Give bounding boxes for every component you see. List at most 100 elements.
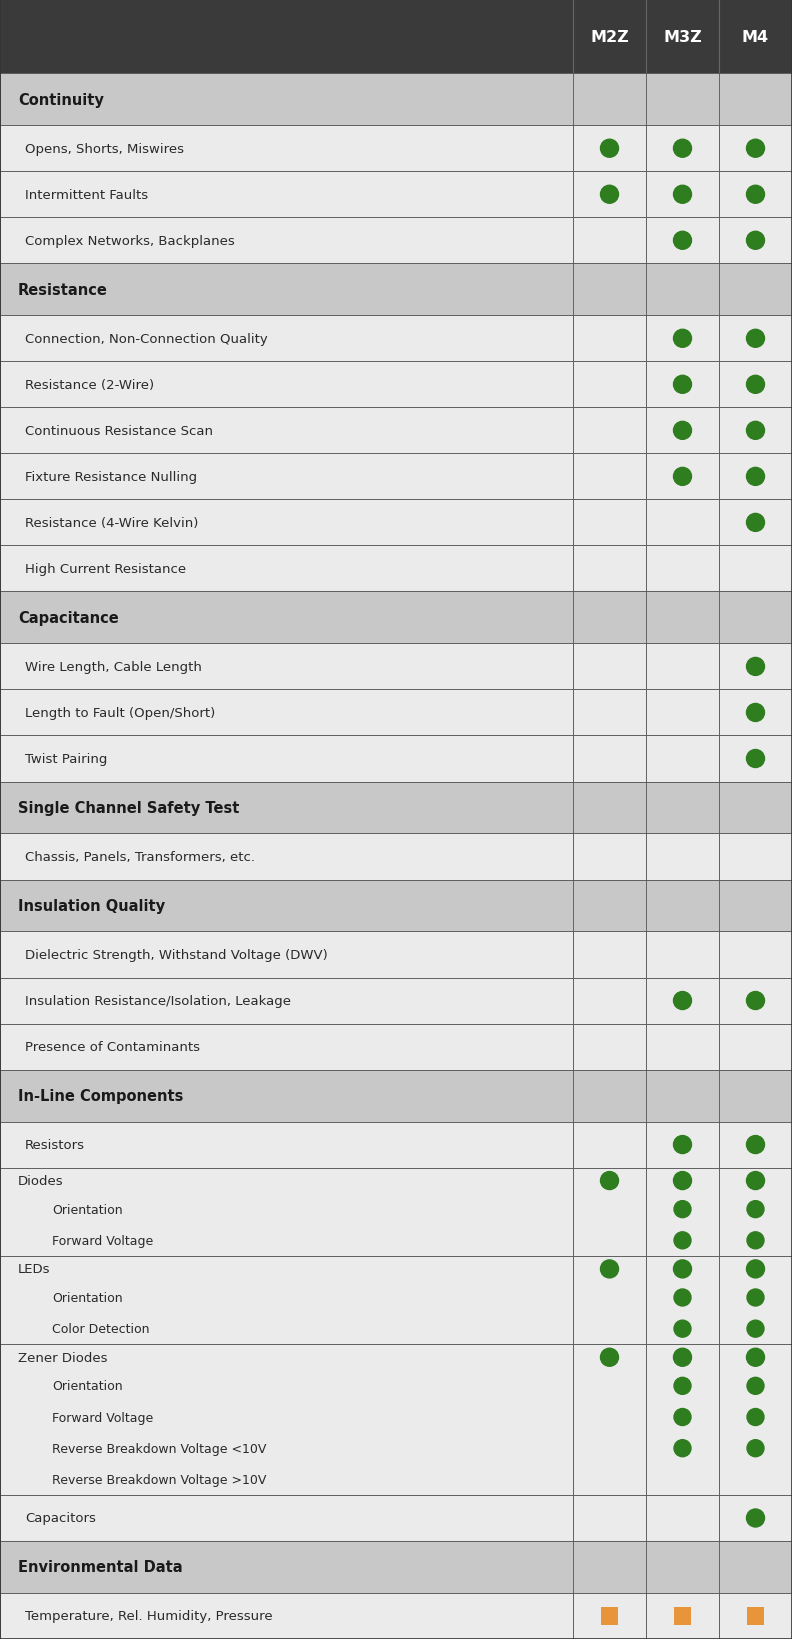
Bar <box>747 1608 764 1624</box>
Text: Wire Length, Cable Length: Wire Length, Cable Length <box>25 661 202 674</box>
Circle shape <box>747 1290 764 1306</box>
Bar <box>573 172 646 218</box>
Bar <box>573 1024 646 1070</box>
Circle shape <box>747 1377 764 1395</box>
Circle shape <box>673 1260 691 1278</box>
Bar <box>719 834 792 880</box>
Bar <box>646 1495 719 1541</box>
Bar <box>0 546 573 592</box>
Text: Opens, Shorts, Miswires: Opens, Shorts, Miswires <box>25 143 184 156</box>
Bar <box>719 1169 792 1255</box>
Bar <box>573 316 646 362</box>
Text: Orientation: Orientation <box>52 1203 123 1216</box>
Text: Environmental Data: Environmental Data <box>18 1560 183 1575</box>
Circle shape <box>674 1201 691 1218</box>
Circle shape <box>673 992 691 1010</box>
Text: Resistance: Resistance <box>18 282 108 298</box>
Text: Temperature, Rel. Humidity, Pressure: Temperature, Rel. Humidity, Pressure <box>25 1609 272 1623</box>
Bar <box>646 690 719 736</box>
Text: Continuity: Continuity <box>18 93 104 108</box>
Bar <box>719 126 792 172</box>
Bar <box>646 1169 719 1255</box>
Bar <box>719 408 792 454</box>
Bar <box>719 644 792 690</box>
Bar <box>0 782 792 834</box>
Bar <box>573 834 646 880</box>
Circle shape <box>673 233 691 251</box>
Circle shape <box>747 1321 764 1337</box>
Text: Reverse Breakdown Voltage >10V: Reverse Breakdown Voltage >10V <box>52 1473 266 1487</box>
Bar <box>0 978 573 1024</box>
Bar <box>0 218 573 264</box>
Bar <box>0 1255 573 1344</box>
Bar <box>0 500 573 546</box>
Bar <box>719 172 792 218</box>
Bar <box>573 690 646 736</box>
Bar <box>0 644 573 690</box>
Circle shape <box>673 187 691 205</box>
Circle shape <box>747 657 764 675</box>
Bar <box>573 1169 646 1255</box>
Circle shape <box>747 423 764 441</box>
Bar <box>0 1344 573 1495</box>
Bar <box>646 362 719 408</box>
Text: Capacitors: Capacitors <box>25 1511 96 1524</box>
Bar <box>0 172 573 218</box>
Text: Orientation: Orientation <box>52 1292 123 1305</box>
Bar <box>0 1593 573 1639</box>
Bar <box>719 218 792 264</box>
Bar <box>646 172 719 218</box>
Bar <box>719 500 792 546</box>
Circle shape <box>747 1233 764 1249</box>
Bar <box>0 74 792 126</box>
Circle shape <box>600 1172 619 1190</box>
Bar <box>573 362 646 408</box>
Circle shape <box>673 375 691 393</box>
Circle shape <box>673 423 691 441</box>
Text: M2Z: M2Z <box>590 30 629 44</box>
Circle shape <box>674 1290 691 1306</box>
Text: LEDs: LEDs <box>18 1262 51 1275</box>
Text: Reverse Breakdown Voltage <10V: Reverse Breakdown Voltage <10V <box>52 1442 266 1455</box>
Bar <box>0 316 573 362</box>
Bar <box>0 690 573 736</box>
Text: Resistance (4-Wire Kelvin): Resistance (4-Wire Kelvin) <box>25 516 198 529</box>
Bar <box>573 933 646 978</box>
Text: Presence of Contaminants: Presence of Contaminants <box>25 1041 200 1054</box>
Bar <box>573 500 646 546</box>
Bar <box>0 736 573 782</box>
Text: Dielectric Strength, Withstand Voltage (DWV): Dielectric Strength, Withstand Voltage (… <box>25 949 328 962</box>
Bar <box>0 880 792 933</box>
Circle shape <box>673 469 691 487</box>
Bar <box>646 316 719 362</box>
Circle shape <box>747 233 764 251</box>
Text: Length to Fault (Open/Short): Length to Fault (Open/Short) <box>25 706 215 720</box>
Circle shape <box>673 1349 691 1367</box>
Bar <box>573 644 646 690</box>
Circle shape <box>674 1377 691 1395</box>
Bar <box>719 362 792 408</box>
Bar <box>719 978 792 1024</box>
Circle shape <box>747 1201 764 1218</box>
Bar <box>646 834 719 880</box>
Circle shape <box>747 1408 764 1426</box>
Circle shape <box>747 187 764 205</box>
Bar <box>0 1169 573 1255</box>
Bar <box>646 408 719 454</box>
Circle shape <box>600 187 619 205</box>
Circle shape <box>747 469 764 487</box>
Bar <box>0 362 573 408</box>
Bar <box>646 500 719 546</box>
Bar <box>0 834 573 880</box>
Circle shape <box>673 329 691 347</box>
Circle shape <box>674 1321 691 1337</box>
Bar <box>646 546 719 592</box>
Text: Diodes: Diodes <box>18 1174 63 1187</box>
Circle shape <box>747 1510 764 1528</box>
Bar <box>646 1121 719 1169</box>
Text: Capacitance: Capacitance <box>18 611 119 626</box>
Bar <box>573 978 646 1024</box>
Bar <box>0 933 573 978</box>
Text: Connection, Non-Connection Quality: Connection, Non-Connection Quality <box>25 333 268 346</box>
Text: Zener Diodes: Zener Diodes <box>18 1351 108 1364</box>
